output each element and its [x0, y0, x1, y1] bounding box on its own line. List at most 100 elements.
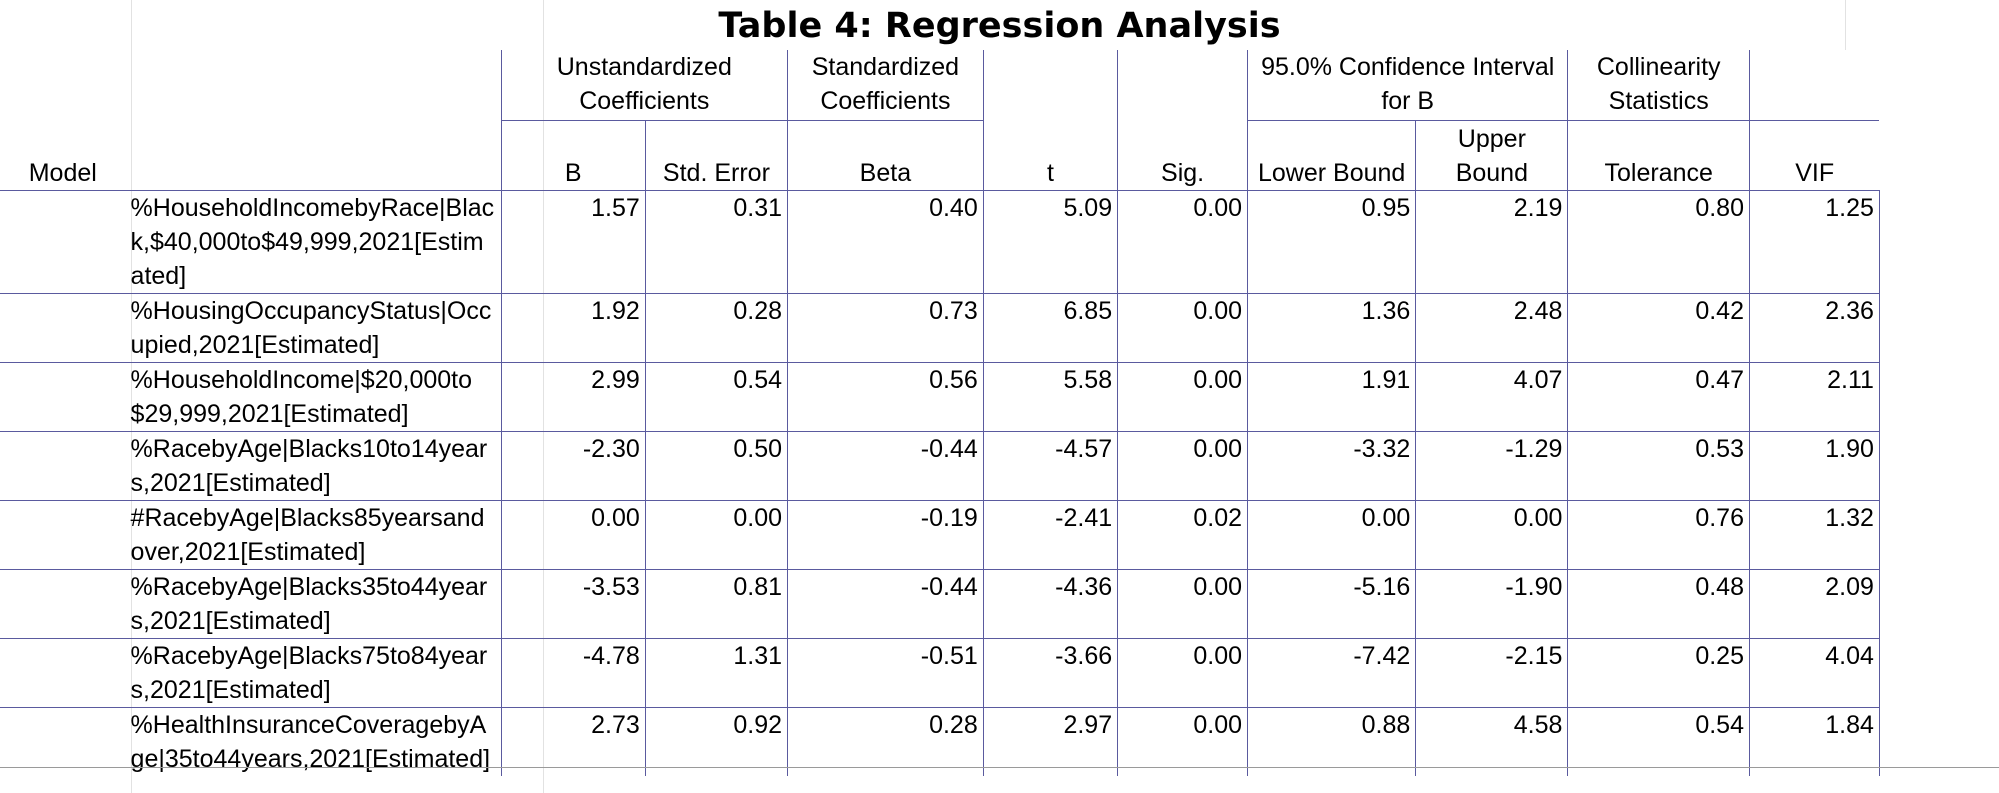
table-body: %HouseholdIncomebyRace|Black,$40,000to$4…: [0, 189, 1999, 776]
cell-se: 0.00: [644, 499, 788, 569]
row-label: #RacebyAge|Blacks85yearsandover,2021[Est…: [125, 499, 502, 569]
regression-table: Unstandardized Coefficients Standardized…: [0, 50, 1999, 776]
cell-upper: -1.29: [1415, 430, 1568, 500]
cell-vif: 4.04: [1749, 637, 1880, 707]
cell-tol: 0.42: [1567, 292, 1750, 362]
cell-vif: 1.84: [1749, 706, 1880, 776]
cell-se: 0.81: [644, 568, 788, 638]
cell-b: -3.53: [500, 568, 646, 638]
unstandardized-header: Unstandardized Coefficients: [500, 50, 788, 120]
cell-upper: -1.90: [1415, 568, 1568, 638]
beta-header: Beta: [787, 119, 984, 190]
cell-b: 1.57: [500, 189, 646, 293]
cell-beta: -0.51: [787, 637, 984, 707]
cell-upper: -2.15: [1415, 637, 1568, 707]
b-header: B: [500, 119, 646, 190]
cell-beta: -0.19: [787, 499, 984, 569]
cell-sig: 0.00: [1117, 706, 1248, 776]
cell-b: 1.92: [500, 292, 646, 362]
row-label: %HouseholdIncome|$20,000to$29,999,2021[E…: [125, 361, 502, 431]
row-label: %RacebyAge|Blacks10to14years,2021[Estima…: [125, 430, 502, 500]
cell-b: 2.73: [500, 706, 646, 776]
cell-tol: 0.80: [1567, 189, 1750, 293]
grid-line: [1845, 0, 1846, 50]
model-header: Model: [28, 158, 97, 187]
cell-t: -3.66: [982, 637, 1118, 707]
cell-upper: 2.48: [1415, 292, 1568, 362]
cell-lower: 1.36: [1247, 292, 1416, 362]
cell-sig: 0.00: [1117, 430, 1248, 500]
table-title: Table 4: Regression Analysis: [718, 6, 1281, 46]
cell-tol: 0.25: [1567, 637, 1750, 707]
sig-header: Sig.: [1117, 120, 1248, 190]
cell-se: 0.50: [644, 430, 788, 500]
table-row: %RacebyAge|Blacks10to14years,2021[Estima…: [0, 430, 1999, 500]
cell-upper: 0.00: [1415, 499, 1568, 569]
cell-beta: -0.44: [787, 568, 984, 638]
table-row: %RacebyAge|Blacks35to44years,2021[Estima…: [0, 568, 1999, 638]
row-label: %HousingOccupancyStatus|Occupied,2021[Es…: [125, 292, 502, 362]
collinearity-header: Collinearity Statistics: [1567, 50, 1750, 120]
cell-beta: 0.40: [787, 189, 984, 293]
table-row: %RacebyAge|Blacks75to84years,2021[Estima…: [0, 637, 1999, 707]
table-row: %HealthInsuranceCoveragebyAge|35to44year…: [0, 706, 1999, 776]
cell-vif: 1.90: [1749, 430, 1880, 500]
cell-sig: 0.00: [1117, 637, 1248, 707]
cell-b: 2.99: [500, 361, 646, 431]
confidence-interval-header: 95.0% Confidence Interval for B: [1247, 50, 1568, 120]
header-row-2: Model B Std. Error Beta t Sig. Lower Bou…: [0, 119, 1999, 190]
cell-lower: 0.00: [1247, 499, 1416, 569]
cell-t: 2.97: [982, 706, 1118, 776]
cell-se: 0.31: [644, 189, 788, 293]
standardized-header: Standardized Coefficients: [787, 50, 984, 120]
cell-lower: -5.16: [1247, 568, 1416, 638]
cell-lower: -7.42: [1247, 637, 1416, 707]
cell-se: 0.54: [644, 361, 788, 431]
cell-t: 6.85: [982, 292, 1118, 362]
cell-beta: -0.44: [787, 430, 984, 500]
cell-t: -2.41: [982, 499, 1118, 569]
cell-se: 0.92: [644, 706, 788, 776]
cell-beta: 0.56: [787, 361, 984, 431]
upper-bound-header: Upper Bound: [1415, 119, 1568, 190]
cell-sig: 0.00: [1117, 189, 1248, 293]
cell-b: -2.30: [500, 430, 646, 500]
table-bottom-border: [0, 767, 1999, 768]
cell-upper: 4.58: [1415, 706, 1568, 776]
cell-b: -4.78: [500, 637, 646, 707]
table-row: %HouseholdIncome|$20,000to$29,999,2021[E…: [0, 361, 1999, 431]
row-label: %RacebyAge|Blacks75to84years,2021[Estima…: [125, 637, 502, 707]
cell-sig: 0.00: [1117, 292, 1248, 362]
cell-vif: 2.36: [1749, 292, 1880, 362]
cell-sig: 0.00: [1117, 568, 1248, 638]
row-label: %HealthInsuranceCoveragebyAge|35to44year…: [125, 706, 502, 776]
cell-t: 5.58: [982, 361, 1118, 431]
cell-vif: 2.11: [1749, 361, 1880, 431]
cell-tol: 0.48: [1567, 568, 1750, 638]
lower-bound-header: Lower Bound: [1247, 119, 1416, 190]
tolerance-header: Tolerance: [1567, 119, 1750, 190]
t-header: t: [982, 120, 1118, 190]
cell-tol: 0.47: [1567, 361, 1750, 431]
table-row: %HouseholdIncomebyRace|Black,$40,000to$4…: [0, 189, 1999, 293]
cell-beta: 0.28: [787, 706, 984, 776]
table-row: %HousingOccupancyStatus|Occupied,2021[Es…: [0, 292, 1999, 362]
cell-se: 1.31: [644, 637, 788, 707]
cell-lower: 0.88: [1247, 706, 1416, 776]
cell-vif: 2.09: [1749, 568, 1880, 638]
cell-sig: 0.02: [1117, 499, 1248, 569]
cell-vif: 1.32: [1749, 499, 1880, 569]
cell-tol: 0.54: [1567, 706, 1750, 776]
cell-t: -4.36: [982, 568, 1118, 638]
cell-beta: 0.73: [787, 292, 984, 362]
cell-tol: 0.76: [1567, 499, 1750, 569]
cell-t: 5.09: [982, 189, 1118, 293]
cell-tol: 0.53: [1567, 430, 1750, 500]
cell-b: 0.00: [500, 499, 646, 569]
std-error-header: Std. Error: [644, 119, 788, 190]
cell-lower: 0.95: [1247, 189, 1416, 293]
cell-t: -4.57: [982, 430, 1118, 500]
vif-header: VIF: [1749, 119, 1880, 190]
cell-lower: -3.32: [1247, 430, 1416, 500]
cell-vif: 1.25: [1749, 189, 1880, 293]
